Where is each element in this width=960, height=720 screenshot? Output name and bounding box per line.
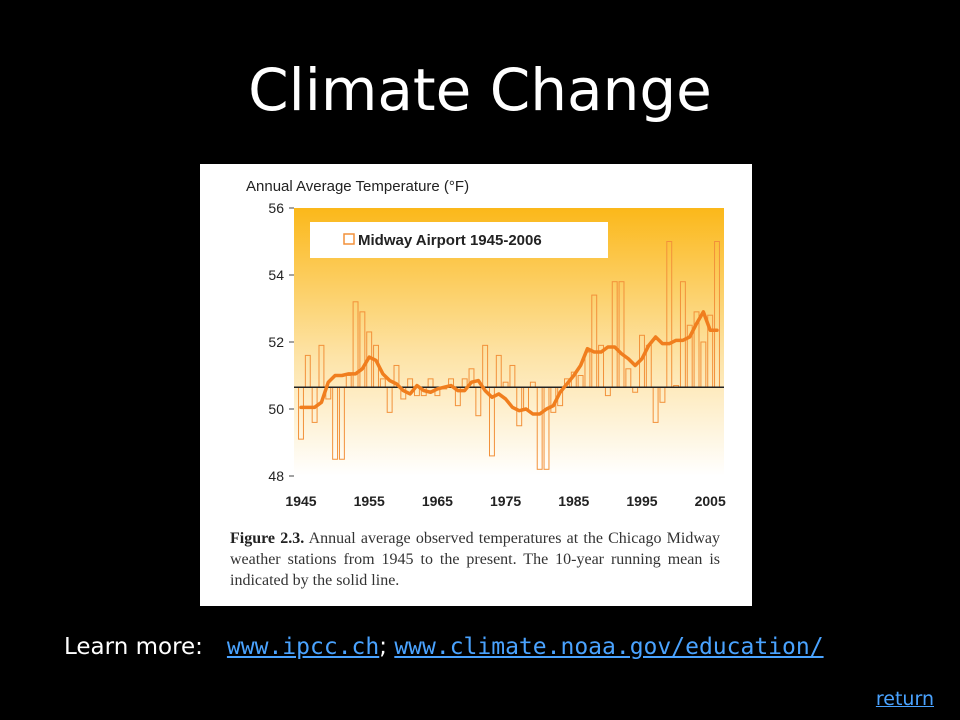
x-tick-label: 1995 <box>626 493 657 509</box>
learn-more-label: Learn more: <box>64 634 203 660</box>
ipcc-link[interactable]: www.ipcc.ch <box>226 634 380 660</box>
figure-panel: Annual Average Temperature (°F) Midway A… <box>200 164 752 606</box>
learn-more-line: Learn more: www.ipcc.ch; www.climate.noaa… <box>64 630 824 664</box>
legend: Midway Airport 1945-2006 <box>310 222 608 258</box>
return-link[interactable]: return <box>875 688 934 710</box>
chart-title: Annual Average Temperature (°F) <box>246 178 469 195</box>
y-tick-label: 48 <box>268 468 284 484</box>
y-tick-label: 52 <box>268 334 284 350</box>
slide-title: Climate Change <box>248 56 712 124</box>
link-separator: ; <box>379 634 387 660</box>
y-tick-label: 56 <box>268 200 284 216</box>
legend-box <box>310 222 608 258</box>
legend-label: Midway Airport 1945-2006 <box>358 232 542 249</box>
x-tick-label: 1985 <box>558 493 589 509</box>
legend-swatch <box>343 233 355 245</box>
x-tick-label: 1955 <box>354 493 385 509</box>
caption-text: Annual average observed temperatures at … <box>230 530 720 589</box>
running-mean-line <box>299 310 719 416</box>
figure-caption: Figure 2.3. Annual average observed temp… <box>230 528 720 591</box>
x-tick-label: 1965 <box>422 493 453 509</box>
temperature-chart: Annual Average Temperature (°F) Midway A… <box>246 178 726 509</box>
x-tick-label: 1945 <box>285 493 316 509</box>
x-tick-label: 2005 <box>695 493 726 509</box>
noaa-education-link[interactable]: www.climate.noaa.gov/education/ <box>394 634 824 660</box>
caption-label: Figure 2.3. <box>230 530 305 547</box>
y-tick-label: 50 <box>268 401 284 417</box>
y-tick-label: 54 <box>268 267 284 283</box>
x-tick-label: 1975 <box>490 493 521 509</box>
